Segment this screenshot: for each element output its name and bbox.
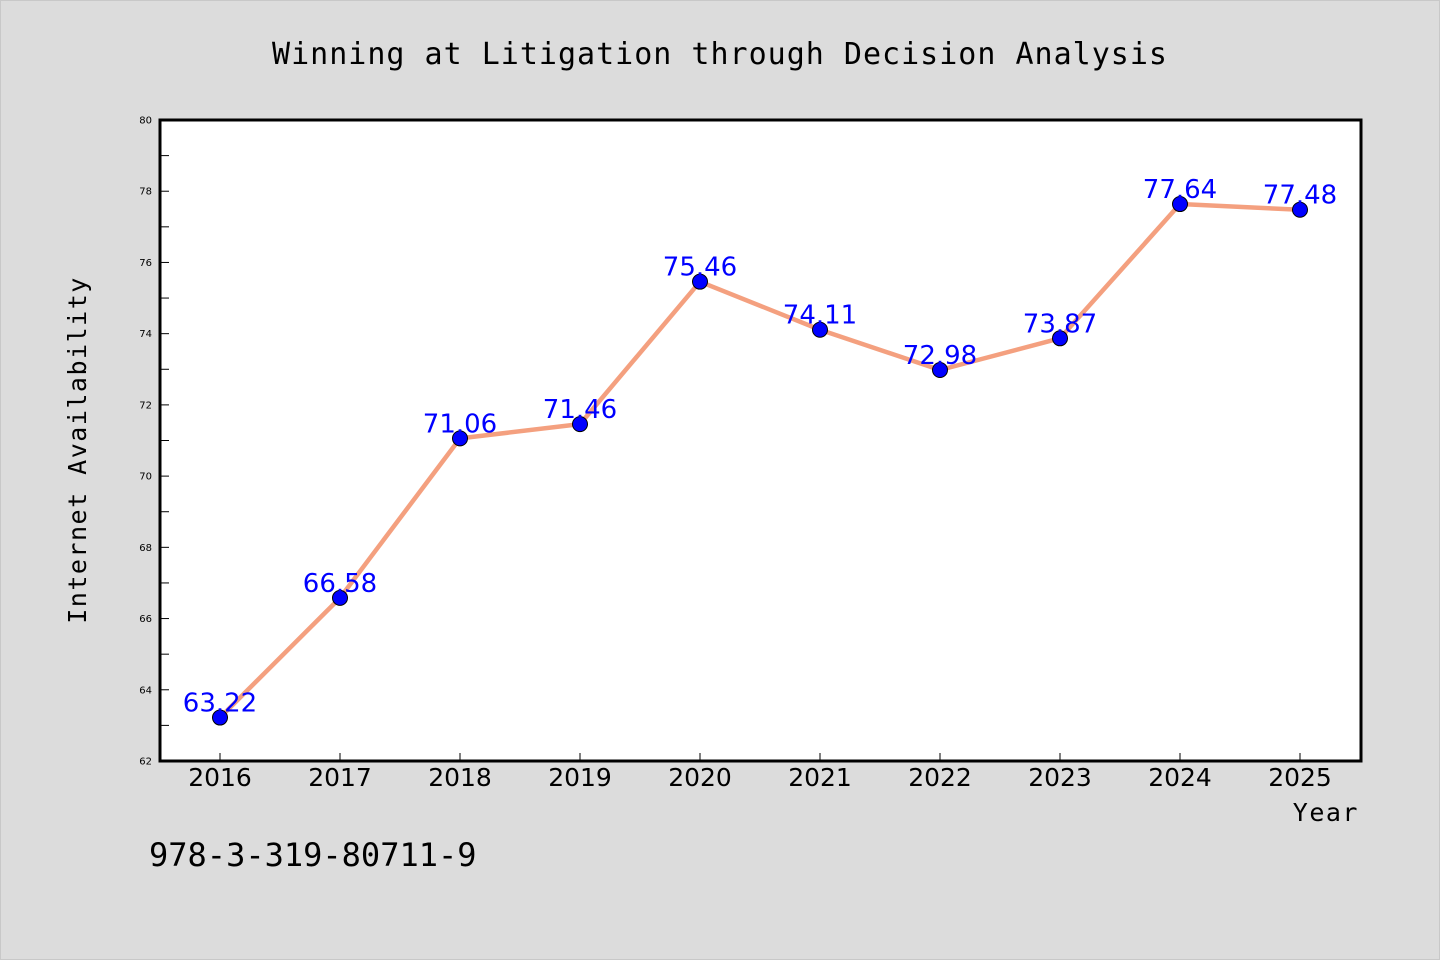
y-tick-label: 72 xyxy=(139,400,152,411)
x-tick-label: 2023 xyxy=(1028,763,1092,792)
data-point-marker xyxy=(932,361,948,378)
plot-area xyxy=(160,120,1361,761)
y-tick-label: 68 xyxy=(139,543,152,554)
y-tick-label: 78 xyxy=(139,187,152,198)
x-tick-label: 2017 xyxy=(308,763,372,792)
data-point-marker xyxy=(692,273,708,290)
x-axis-label: Year xyxy=(1293,798,1359,827)
data-point-marker xyxy=(332,589,348,606)
data-point-marker xyxy=(1172,196,1188,213)
data-point-label: 77.64 xyxy=(1143,175,1217,205)
y-tick-label: 62 xyxy=(139,757,152,768)
data-labels: 63.22 66.58 71.06 71.46 75.46 74.11 72.98 73.87… xyxy=(183,175,1337,719)
data-point-label: 66.58 xyxy=(303,569,377,599)
y-axis-label: Internet Availability xyxy=(63,276,92,624)
chart-title: Winning at Litigation through Decision A… xyxy=(272,37,1168,72)
y-tick-label: 74 xyxy=(139,329,152,340)
footer-code: 978-3-319-80711-9 xyxy=(149,836,477,874)
data-point-marker xyxy=(212,709,228,726)
y-tick-label: 80 xyxy=(139,116,152,127)
data-point-marker xyxy=(572,416,588,433)
x-tick-label: 2021 xyxy=(788,763,852,792)
data-point-label: 63.22 xyxy=(183,689,257,719)
data-markers xyxy=(212,196,1308,726)
x-tick-label: 2022 xyxy=(908,763,972,792)
data-point-marker xyxy=(452,430,468,447)
x-tick-label: 2018 xyxy=(428,763,492,792)
x-tick-label: 2025 xyxy=(1268,763,1332,792)
y-tick-label: 70 xyxy=(139,472,152,483)
data-point-label: 77.48 xyxy=(1263,181,1337,211)
data-point-label: 73.87 xyxy=(1023,309,1097,339)
series-line xyxy=(217,201,1303,720)
plot-frame xyxy=(158,118,1363,763)
y-tick-label: 76 xyxy=(139,258,152,269)
data-point-label: 74.11 xyxy=(783,301,857,331)
x-axis-ticks: 2016 2017 2018 2019 2020 2021 2022 2023 2024 2025 xyxy=(188,753,1332,792)
data-point-marker xyxy=(1292,201,1308,218)
data-point-marker xyxy=(1052,330,1068,347)
data-point-label: 71.46 xyxy=(543,395,617,425)
y-axis-ticks: 62 64 66 68 70 72 74 76 78 80 xyxy=(139,116,169,768)
x-tick-label: 2019 xyxy=(548,763,612,792)
data-point-marker xyxy=(812,321,828,338)
x-tick-label: 2020 xyxy=(668,763,732,792)
data-point-label: 75.46 xyxy=(663,253,737,283)
x-tick-label: 2016 xyxy=(188,763,252,792)
x-tick-label: 2024 xyxy=(1148,763,1212,792)
y-tick-label: 66 xyxy=(139,614,152,625)
y-tick-label: 64 xyxy=(139,685,152,696)
data-point-label: 72.98 xyxy=(903,341,977,371)
data-point-label: 71.06 xyxy=(423,409,497,439)
